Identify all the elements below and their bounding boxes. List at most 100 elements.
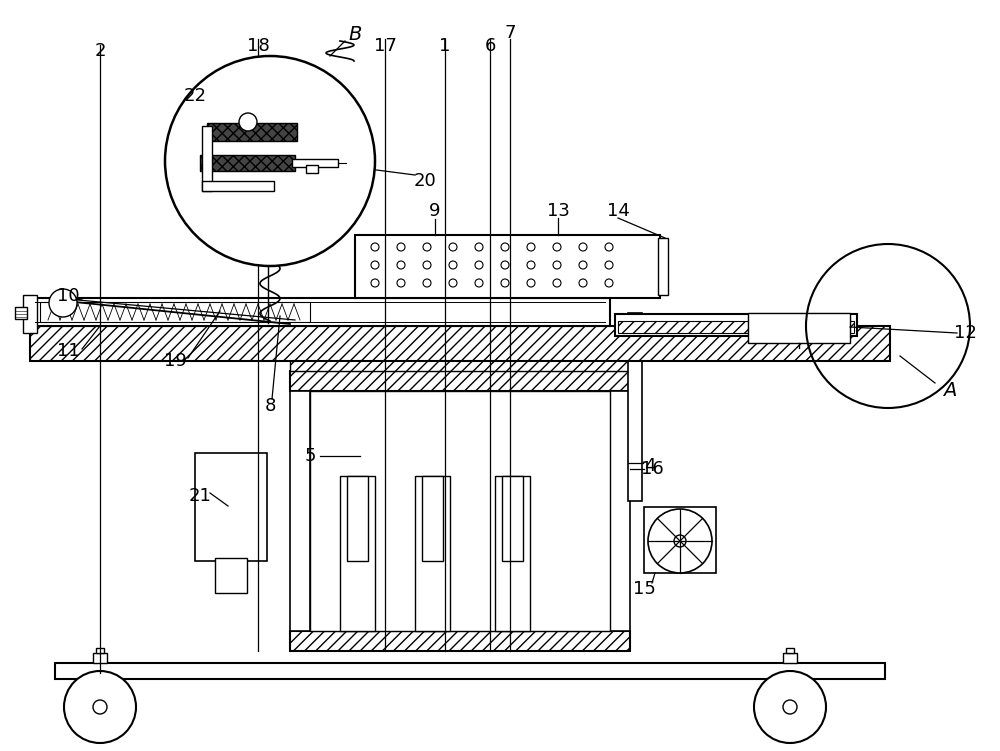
Text: 13: 13 — [547, 202, 569, 220]
Bar — [340, 476, 375, 631]
Bar — [748, 313, 850, 343]
Circle shape — [674, 535, 686, 547]
Text: 5: 5 — [304, 447, 316, 465]
Text: 18: 18 — [247, 37, 269, 55]
Bar — [748, 318, 850, 336]
Text: 22: 22 — [184, 87, 207, 105]
Text: 4: 4 — [644, 457, 656, 475]
Circle shape — [553, 243, 561, 251]
Bar — [644, 507, 716, 573]
Bar — [202, 126, 212, 191]
Bar — [615, 314, 857, 336]
Text: 10: 10 — [57, 287, 79, 305]
Bar — [347, 476, 368, 561]
Bar — [30, 326, 890, 361]
Text: 17: 17 — [374, 37, 396, 55]
Circle shape — [397, 243, 405, 251]
Bar — [292, 159, 338, 167]
Circle shape — [423, 261, 431, 269]
Bar — [55, 663, 885, 679]
Text: 12: 12 — [954, 324, 976, 342]
Circle shape — [501, 279, 509, 287]
Text: 15: 15 — [633, 580, 655, 598]
Circle shape — [527, 261, 535, 269]
Circle shape — [371, 279, 379, 287]
Bar — [610, 391, 630, 631]
Circle shape — [527, 279, 535, 287]
Circle shape — [475, 243, 483, 251]
Circle shape — [579, 261, 587, 269]
Text: A: A — [943, 382, 957, 400]
Circle shape — [605, 243, 613, 251]
Bar — [290, 391, 310, 631]
Text: 8: 8 — [264, 397, 276, 415]
Bar — [200, 155, 295, 171]
Bar — [93, 653, 107, 663]
Text: 20: 20 — [414, 172, 436, 190]
Bar — [783, 653, 797, 663]
Bar — [30, 298, 610, 326]
Text: 2: 2 — [94, 42, 106, 60]
Bar — [502, 476, 523, 561]
Bar — [202, 181, 274, 191]
Text: 6: 6 — [484, 37, 496, 55]
Circle shape — [527, 243, 535, 251]
Circle shape — [397, 279, 405, 287]
Bar — [215, 558, 247, 593]
Bar — [23, 295, 37, 333]
Circle shape — [239, 113, 257, 131]
Circle shape — [371, 261, 379, 269]
Text: B: B — [348, 26, 362, 44]
Text: 11: 11 — [57, 342, 79, 360]
Bar — [310, 391, 610, 631]
Text: 19: 19 — [164, 352, 186, 370]
Bar — [290, 631, 630, 651]
Bar — [290, 371, 630, 391]
Bar — [786, 648, 794, 653]
Circle shape — [501, 243, 509, 251]
Bar — [355, 235, 660, 298]
Text: 21: 21 — [189, 487, 211, 505]
Circle shape — [449, 261, 457, 269]
Circle shape — [371, 243, 379, 251]
Circle shape — [449, 279, 457, 287]
Bar — [306, 165, 318, 173]
Bar — [628, 313, 642, 501]
Circle shape — [49, 289, 77, 317]
Circle shape — [579, 279, 587, 287]
Circle shape — [605, 279, 613, 287]
Circle shape — [449, 243, 457, 251]
Bar — [290, 357, 630, 371]
Circle shape — [783, 700, 797, 714]
Circle shape — [579, 243, 587, 251]
Circle shape — [423, 243, 431, 251]
Circle shape — [475, 261, 483, 269]
Text: 9: 9 — [429, 202, 441, 220]
Bar — [15, 307, 27, 319]
Bar — [207, 123, 297, 141]
Bar — [195, 453, 267, 561]
Circle shape — [754, 671, 826, 743]
Bar — [422, 476, 443, 561]
Circle shape — [93, 700, 107, 714]
Circle shape — [64, 671, 136, 743]
Bar — [40, 302, 310, 322]
Circle shape — [423, 279, 431, 287]
Circle shape — [553, 261, 561, 269]
Bar — [618, 321, 854, 333]
Circle shape — [501, 261, 509, 269]
Bar — [415, 476, 450, 631]
Circle shape — [605, 261, 613, 269]
Text: 1: 1 — [439, 37, 451, 55]
Circle shape — [165, 56, 375, 266]
Text: 7: 7 — [504, 24, 516, 42]
Circle shape — [553, 279, 561, 287]
Bar — [495, 476, 530, 631]
Circle shape — [397, 261, 405, 269]
Text: 14: 14 — [607, 202, 629, 220]
Bar — [658, 238, 668, 295]
Circle shape — [475, 279, 483, 287]
Circle shape — [648, 509, 712, 573]
Bar — [96, 648, 104, 653]
Text: 16: 16 — [641, 460, 663, 478]
